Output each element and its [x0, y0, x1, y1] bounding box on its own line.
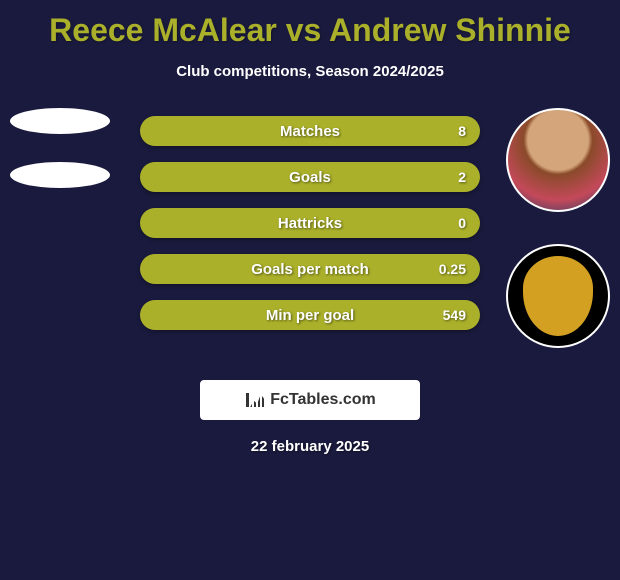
right-player-avatars: [506, 108, 610, 380]
badge-shield-icon: [523, 256, 593, 336]
stat-label: Matches: [280, 123, 340, 140]
chart-icon: [244, 391, 264, 409]
stat-value-right: 0: [458, 215, 466, 231]
stat-label: Min per goal: [266, 307, 354, 324]
stat-label: Hattricks: [278, 215, 342, 232]
brand-box: FcTables.com: [200, 380, 420, 420]
player1-avatar: [10, 108, 110, 134]
player1-club-badge: [10, 162, 110, 188]
stat-value-right: 2: [458, 169, 466, 185]
stats-list: Matches 8 Goals 2 Hattricks 0 Goals per …: [140, 108, 480, 330]
stat-value-right: 8: [458, 123, 466, 139]
player2-avatar: [506, 108, 610, 212]
stat-label: Goals: [289, 169, 331, 186]
left-player-avatars: [10, 108, 110, 216]
stat-bar-goals: Goals 2: [140, 162, 480, 192]
stat-bar-matches: Matches 8: [140, 116, 480, 146]
player2-club-badge: [506, 244, 610, 348]
subtitle: Club competitions, Season 2024/2025: [0, 63, 620, 80]
stat-bar-goals-per-match: Goals per match 0.25: [140, 254, 480, 284]
stat-bar-hattricks: Hattricks 0: [140, 208, 480, 238]
stat-label: Goals per match: [251, 261, 369, 278]
date-label: 22 february 2025: [0, 438, 620, 455]
page-title: Reece McAlear vs Andrew Shinnie: [0, 0, 620, 49]
stat-bar-min-per-goal: Min per goal 549: [140, 300, 480, 330]
comparison-area: Matches 8 Goals 2 Hattricks 0 Goals per …: [0, 108, 620, 368]
stat-value-right: 0.25: [439, 261, 466, 277]
brand-text: FcTables.com: [270, 391, 376, 409]
stat-value-right: 549: [443, 307, 466, 323]
